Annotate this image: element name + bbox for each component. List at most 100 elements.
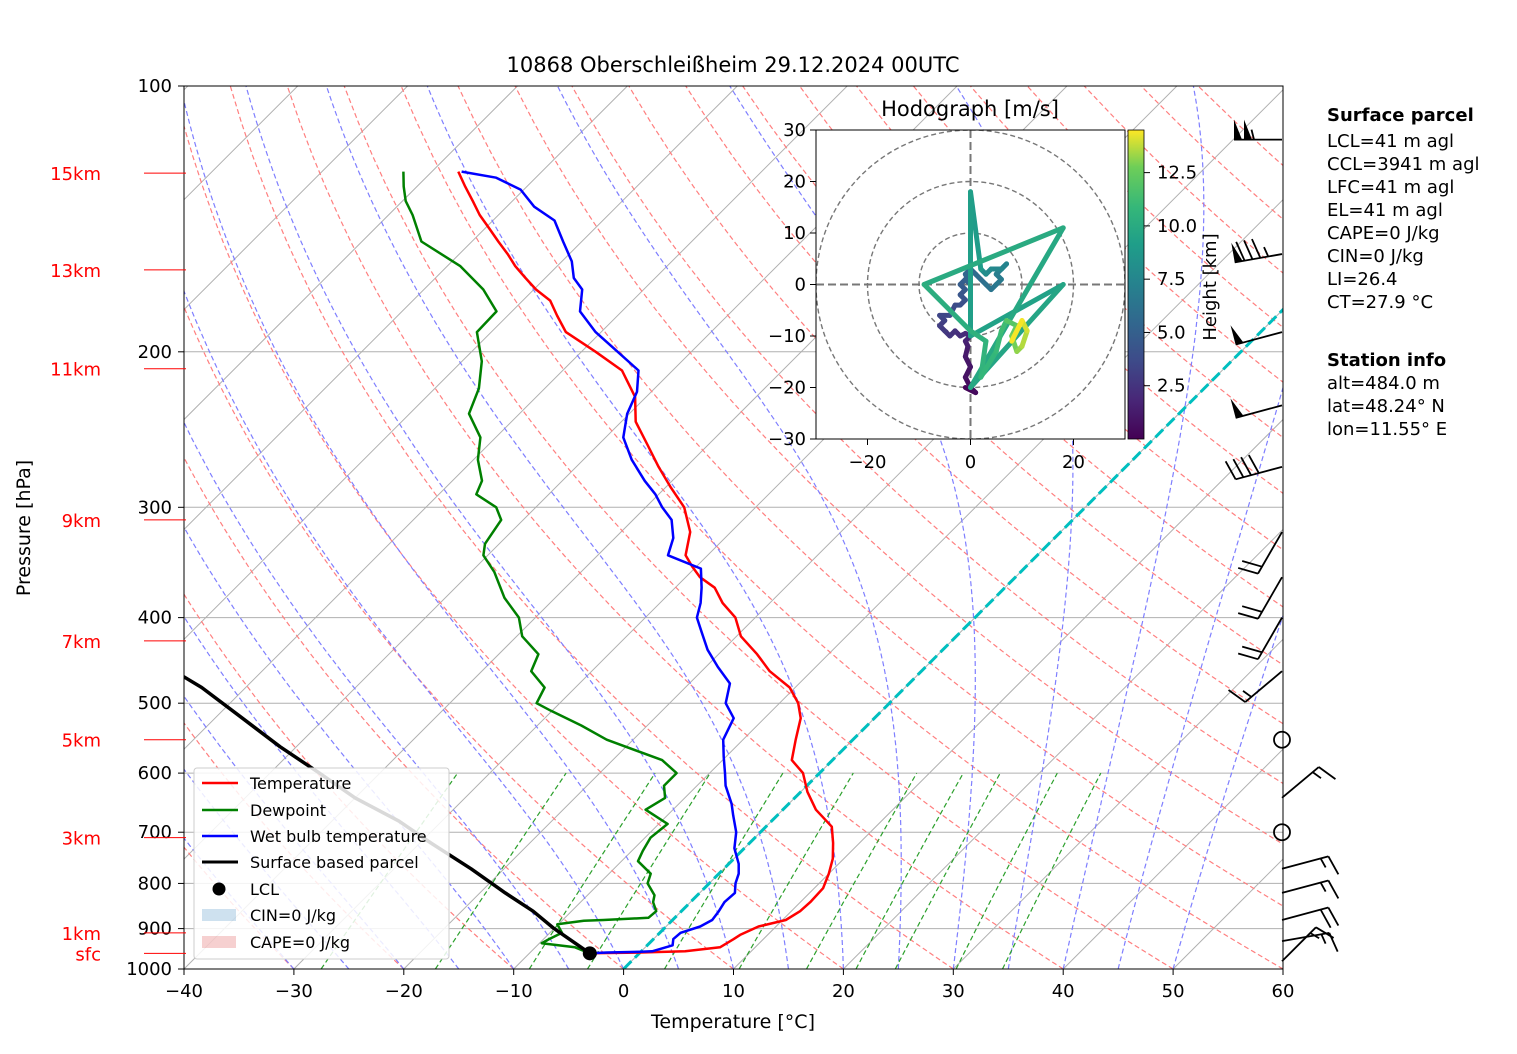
x-tick-label: 20 [832,981,855,1002]
colorbar-tick-label: 10.0 [1157,216,1197,237]
hodograph-segment [968,328,989,344]
legend-swatch-lcl [212,882,226,896]
moist-adiabat [245,86,735,969]
zero-isotherm [622,307,1283,969]
y-tick-label: 700 [138,822,172,843]
isotherm-line [733,418,1283,969]
legend-label-parcel: Surface based parcel [250,853,419,872]
wind-barb [1224,454,1283,481]
hodograph-segment [921,282,973,334]
mixing-ratio-line [586,772,711,969]
hodograph-y-tick-label: 20 [783,172,806,193]
mixing-ratio-line [955,772,1058,969]
barb-full [1241,645,1263,654]
moist-adiabat [184,98,680,969]
y-tick-label: 400 [138,608,172,629]
barb-staff [1281,906,1329,921]
mixing-ratio-line [738,772,854,969]
calm-wind-circle [1273,823,1291,842]
station-info-heading: Station info [1327,350,1446,371]
wind-barb [1234,119,1282,141]
moist-adiabat [1172,613,1283,969]
dry-adiabat [457,86,1283,907]
barb-full [1327,855,1340,875]
barb-half [1320,933,1327,945]
height-label: 15km [50,164,101,185]
x-axis: −40 −30 −20 −10 0 10 20 30 40 50 60 [165,969,1294,1002]
isotherm-line [184,86,518,421]
height-label: sfc [75,944,101,965]
barb-half [1250,129,1255,140]
barb-full [1224,460,1237,480]
dry-adiabat [184,456,624,969]
height-label: 9km [62,511,101,532]
x-tick-label: −30 [275,981,313,1002]
wind-barb [1237,576,1283,620]
station-info-line: alt=484.0 m [1327,373,1440,394]
colorbar-tick-label: 5.0 [1157,322,1186,343]
colorbar-tick-label: 7.5 [1157,269,1186,290]
x-tick-label: 50 [1162,981,1185,1002]
barb-full [1319,909,1332,929]
barb-full [1237,567,1259,575]
legend-label-lcl: LCL [250,880,279,899]
colorbar-tick-label: 12.5 [1157,163,1197,184]
hodograph-segment [978,348,999,380]
y-tick-label: 100 [138,76,172,97]
y-tick-label: 900 [138,919,172,940]
wind-barb [1281,855,1340,875]
barb-full [1237,612,1259,620]
x-axis-label: Temperature [°C] [650,1011,815,1033]
x-tick-label: −10 [495,981,533,1002]
legend: Temperature Dewpoint Wet bulb temperatur… [193,767,450,960]
legend-label-cape: CAPE=0 J/kg [250,933,350,952]
barb-full [1228,689,1246,703]
barb-pennant [1234,119,1242,140]
height-label: 11km [50,360,101,381]
x-tick-label: −20 [385,981,423,1002]
hodograph-y-tick-label: 10 [783,223,806,244]
temperature-line [457,171,835,955]
hodograph-y-tick-label: 0 [795,275,806,296]
barb-full [1318,766,1336,780]
dry-adiabat [343,86,1174,969]
hodograph-trace [921,189,1066,396]
colorbar-tick-label: 2.5 [1157,376,1186,397]
hodograph-segment [993,328,1004,354]
barb-full [1241,560,1263,568]
barb-full [1240,456,1252,476]
colorbar-label: Height [km] [1200,233,1221,340]
colorbar-ticks: 2.5 5.0 7.5 10.0 12.5 [1144,163,1197,397]
wind-barb [1230,398,1283,419]
dry-adiabat [514,86,1283,845]
dry-adiabat [1083,86,1283,274]
zero-isotherm-line [622,307,1283,969]
moist-adiabat [1117,385,1283,969]
hodograph-title: Hodograph [m/s] [881,97,1059,121]
barb-full [1248,454,1260,474]
hodograph-x-tick-label: 0 [965,452,976,473]
station-info-panel: Station info alt=484.0 m lat=48.24° N lo… [1327,350,1447,440]
barb-half [1319,882,1327,892]
barb-full [1251,238,1262,259]
surface-parcel-heading: Surface parcel [1327,105,1474,126]
surface-parcel-line: CCL=3941 m agl [1327,154,1480,175]
dry-adiabat [571,86,1283,785]
station-info-line: lon=11.55° E [1327,419,1447,440]
barb-half [1312,771,1322,779]
isotherm-line [184,86,408,311]
x-tick-label: 60 [1272,981,1295,1002]
wind-barb [1281,766,1336,799]
wind-barb [1228,670,1283,703]
isotherm-line [184,86,738,641]
dry-adiabat [400,86,1283,969]
dry-adiabat [184,124,844,969]
isotherm-line [1062,748,1283,969]
barb-pennant [1230,398,1244,418]
wind-barb [1237,617,1283,661]
legend-label-cin: CIN=0 J/kg [250,906,336,925]
dry-adiabat [286,86,1064,969]
hodograph-x-tick-label: 20 [1062,452,1085,473]
barb-pennant [1231,242,1243,263]
x-tick-label: 10 [722,981,745,1002]
